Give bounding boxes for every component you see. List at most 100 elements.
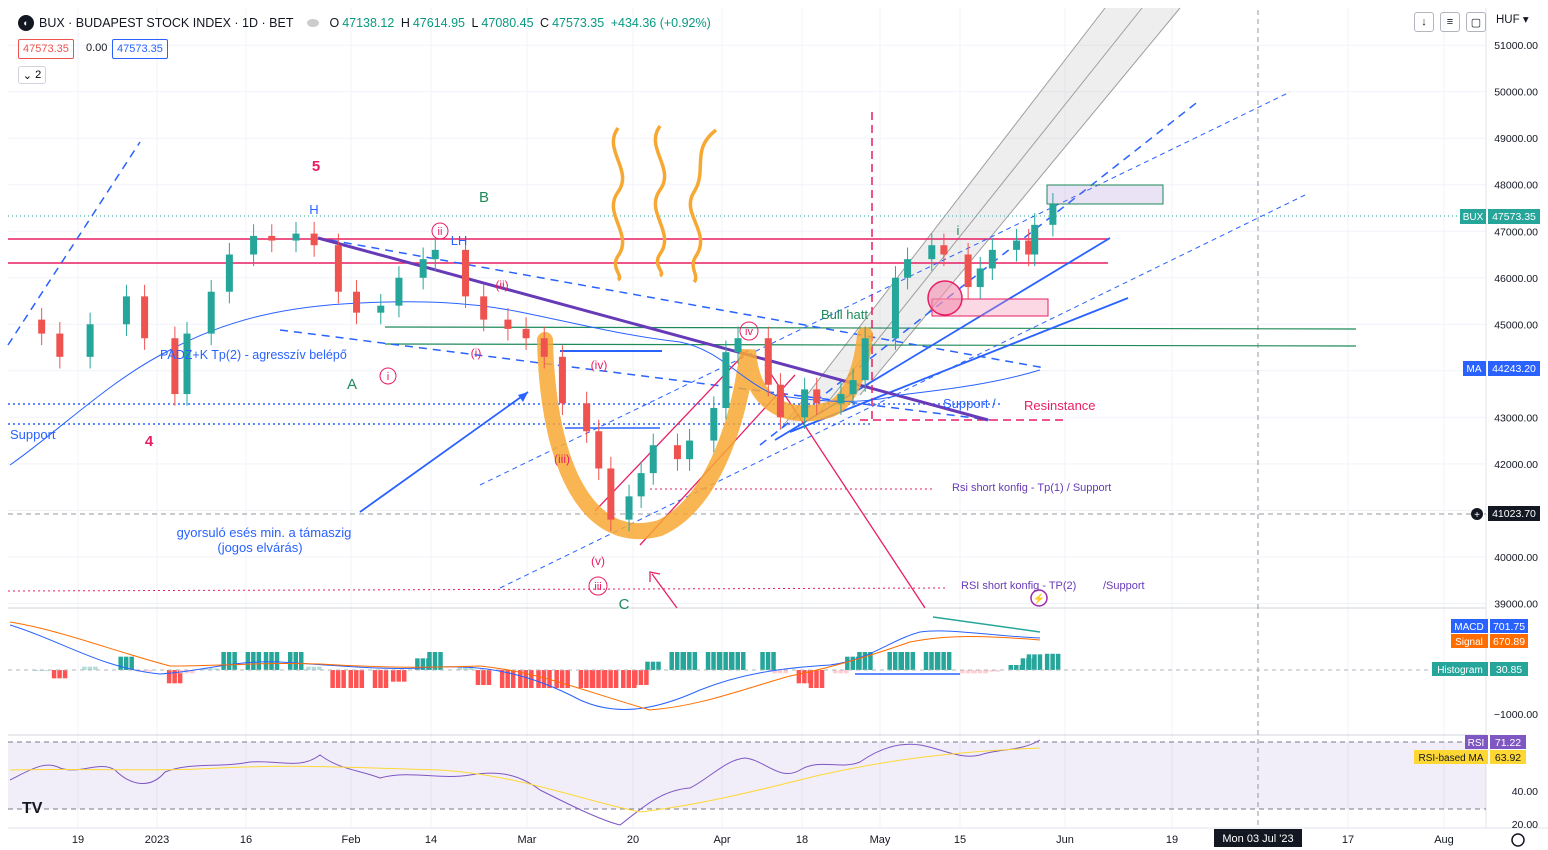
macd-histogram-bar [887,652,892,670]
macd-histogram-bar [486,670,492,685]
wave-5-label: 5 [312,158,320,175]
candle-body [988,249,996,269]
resistance-label: Resinstance [1024,398,1096,413]
blue-dashed-downtrend-lower [279,329,991,421]
candle-body [1025,240,1033,255]
candle-body [558,356,566,404]
macd-histogram-bar [1037,654,1043,670]
macd-histogram-bar [777,670,783,674]
lightning-event-icon[interactable] [1030,589,1048,607]
scroll-down-icon[interactable]: ↓ [1414,12,1434,32]
price-tick-label: 51000.00 [1494,40,1538,52]
macd-histogram-bar [221,652,226,670]
macd-histogram-bar [644,670,649,685]
candle-body [673,445,681,460]
macd-histogram-bar [554,670,559,688]
reorder-icon[interactable]: ≡ [1440,12,1460,32]
currency-selector[interactable]: HUF ▾ [1496,14,1529,26]
macd-histogram-bar [977,670,983,674]
macd-histogram-bar [905,652,910,670]
price-tick-label: 40000.00 [1494,552,1538,564]
candle-body [504,319,512,329]
crosshair-date-badge [1214,829,1302,847]
rsi-badges: RSI 71.22 RSI-based MA 63.92 [1414,735,1526,764]
macd-histogram-bar [523,670,529,688]
macd-histogram-bar [735,652,741,670]
candle-body [891,277,899,339]
blue-arrow-line [359,391,529,513]
macd-histogram-bar [730,652,735,670]
macd-histogram-bar [378,670,383,688]
candle-body [171,338,179,395]
lightning-icon: ⚡ [1033,592,1045,605]
macd-histogram-bar [923,652,929,670]
macd-histogram-bar [705,652,711,670]
rsi-short-tp2-label: RSI short konfig - TP(2) [961,580,1076,592]
wave-B-label: B [479,189,489,206]
gyorsulo-label-2: (jogos elvárás) [217,540,302,555]
candle-body [540,338,548,357]
time-tick-label: 16 [240,834,252,846]
grid [8,8,1486,828]
time-tick-label: May [870,834,891,846]
macd-histogram-bar [868,652,873,670]
moving-average-line [9,301,1041,466]
macd-histogram-bar [390,670,396,682]
symbol-title[interactable]: BUX · BUDAPEST STOCK INDEX · 1D · BET [39,16,294,30]
candle-body [225,254,233,292]
macd-histogram-bar [1050,653,1055,670]
macd-histogram-bar [783,670,788,674]
macd-line [9,624,1041,710]
wave-ii-circle [431,222,449,240]
buy-price-box[interactable]: 47573.35 [112,39,168,59]
macd-histogram-bar [87,666,93,670]
macd-histogram-bar [741,652,746,670]
legend-collapse-button[interactable]: ⌄ 2 [18,66,46,84]
macd-histogram-bar [1014,665,1019,670]
macd-histogram-bar [359,670,365,688]
crosshair-price-badge: + 41023.70 [1471,506,1540,521]
target-box [1046,184,1164,205]
macd-histogram-bar [638,670,644,685]
macd-histogram-bar [1044,653,1050,670]
pink-arrow-line [651,573,678,609]
macd-histogram-bar [214,668,219,670]
time-tick-label: Feb [342,834,361,846]
macd-histogram-bar [608,670,613,688]
svg-text:63.92: 63.92 [1495,752,1521,764]
fullscreen-icon[interactable]: ▢ [1466,12,1486,32]
small-i-label: i [957,223,960,238]
wave-iii-paren-label: (iii) [554,452,570,466]
settings-gear-icon[interactable] [1511,833,1525,847]
candle-body [395,277,403,306]
macd-histogram-bar [814,670,819,688]
macd-histogram-bar [82,666,87,670]
tradingview-logo: TV [22,800,43,817]
ma-badge: MA 44243.20 [1463,361,1540,376]
candle-body [1013,240,1021,250]
macd-histogram-bar [843,670,849,674]
macd-histogram-bar [832,670,838,674]
macd-histogram-bar [189,670,195,674]
macd-histogram-bar [1032,654,1037,670]
wave-ii-paren-label: (ii) [495,278,508,292]
green-level-1 [384,326,1357,330]
macd-histogram-bar [298,652,304,670]
sell-price-box[interactable]: 47573.35 [18,39,74,59]
time-tick-label: Apr [713,834,730,846]
macd-histogram-bar [232,652,237,670]
macd-histogram-bar [383,670,389,688]
macd-histogram-bar [172,670,177,684]
macd-histogram-bar [796,670,802,684]
time-axis[interactable]: 19 2023 16 Feb 14 Mar 20 Apr 18 May 15 Jun 19 17 Aug [72,834,1454,846]
macd-histogram-bar [208,668,214,670]
macd-histogram-bar [681,652,687,670]
candle-body [1049,204,1057,225]
visibility-toggle-icon[interactable] [307,19,320,27]
orange-squiggle-1 [611,126,625,282]
macd-histogram-bar [845,656,850,670]
macd-histogram-bar [935,652,941,670]
blue-dashed-uptrend-2 [479,91,1291,486]
